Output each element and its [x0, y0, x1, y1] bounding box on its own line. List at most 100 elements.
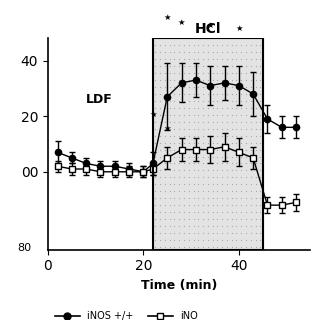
Point [215, 98, 220, 103]
Point [167, 84, 172, 90]
Point [181, 237, 187, 243]
Point [167, 230, 172, 236]
Point [239, 84, 244, 90]
Point [181, 189, 187, 194]
Point [181, 50, 187, 55]
Point [157, 244, 163, 249]
Point [196, 210, 201, 215]
Point [220, 244, 225, 249]
Text: ★: ★ [149, 110, 157, 119]
Point [186, 133, 191, 138]
Point [181, 98, 187, 103]
Point [253, 244, 258, 249]
Point [157, 168, 163, 173]
Point [186, 64, 191, 69]
Point [201, 112, 206, 117]
Point [210, 196, 215, 201]
Point [258, 71, 263, 76]
Point [258, 189, 263, 194]
Point [186, 223, 191, 228]
Point [201, 182, 206, 187]
Point [167, 147, 172, 152]
Point [196, 161, 201, 166]
Point [162, 112, 167, 117]
Point [172, 147, 177, 152]
Point [210, 203, 215, 208]
Point [177, 77, 182, 83]
Point [191, 203, 196, 208]
Point [186, 216, 191, 221]
Point [186, 50, 191, 55]
Point [210, 189, 215, 194]
Point [215, 71, 220, 76]
Point [220, 57, 225, 62]
Point [167, 168, 172, 173]
Point [153, 57, 158, 62]
Point [248, 105, 253, 110]
Point [153, 216, 158, 221]
Point [205, 237, 210, 243]
Point [191, 216, 196, 221]
Point [215, 161, 220, 166]
Point [229, 244, 234, 249]
Point [177, 216, 182, 221]
Point [234, 210, 239, 215]
Point [239, 210, 244, 215]
Point [253, 112, 258, 117]
Point [229, 161, 234, 166]
Point [196, 230, 201, 236]
Point [229, 133, 234, 138]
Point [196, 119, 201, 124]
Point [181, 203, 187, 208]
Point [191, 92, 196, 97]
Point [239, 203, 244, 208]
Point [153, 92, 158, 97]
Point [162, 98, 167, 103]
Point [196, 92, 201, 97]
Point [196, 140, 201, 145]
Point [167, 140, 172, 145]
Point [191, 57, 196, 62]
Point [196, 175, 201, 180]
Point [220, 64, 225, 69]
Point [215, 210, 220, 215]
Point [177, 105, 182, 110]
Point [196, 154, 201, 159]
Point [215, 50, 220, 55]
Point [205, 203, 210, 208]
Point [258, 175, 263, 180]
Point [234, 175, 239, 180]
Point [239, 98, 244, 103]
Point [196, 133, 201, 138]
Point [210, 98, 215, 103]
Point [181, 210, 187, 215]
Point [224, 175, 229, 180]
Point [153, 210, 158, 215]
Point [239, 77, 244, 83]
Point [167, 182, 172, 187]
Point [239, 196, 244, 201]
Point [210, 244, 215, 249]
Point [157, 237, 163, 243]
Point [162, 119, 167, 124]
Point [191, 196, 196, 201]
Point [196, 196, 201, 201]
Point [253, 230, 258, 236]
Point [220, 147, 225, 152]
Point [234, 244, 239, 249]
Point [239, 154, 244, 159]
Point [215, 216, 220, 221]
Point [191, 77, 196, 83]
Point [258, 64, 263, 69]
Point [201, 77, 206, 83]
Point [220, 161, 225, 166]
Point [172, 71, 177, 76]
Point [215, 182, 220, 187]
Point [234, 98, 239, 103]
Point [157, 140, 163, 145]
Point [234, 57, 239, 62]
Point [248, 112, 253, 117]
Point [253, 216, 258, 221]
Point [186, 112, 191, 117]
Point [210, 237, 215, 243]
